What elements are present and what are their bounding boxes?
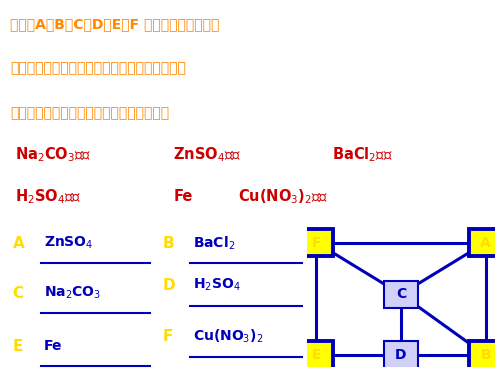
Text: Na$_2$CO$_3$溶液: Na$_2$CO$_3$溶液: [15, 146, 91, 164]
Text: Cu(NO$_3$)$_2$溶液: Cu(NO$_3$)$_2$溶液: [238, 187, 328, 206]
Text: 下图有A、B、C、D、E、F 六个编号，每个编号: 下图有A、B、C、D、E、F 六个编号，每个编号: [10, 17, 219, 32]
Text: F: F: [311, 236, 321, 250]
Text: E: E: [311, 348, 321, 362]
FancyBboxPatch shape: [299, 229, 333, 256]
Text: C: C: [12, 286, 24, 301]
Text: ZnSO$_4$: ZnSO$_4$: [44, 235, 93, 252]
Text: B: B: [480, 348, 491, 362]
Text: 两物质之间能发生化学反应，这六种物质是: 两物质之间能发生化学反应，这六种物质是: [10, 106, 169, 120]
Text: Cu(NO$_3$)$_2$: Cu(NO$_3$)$_2$: [194, 328, 263, 345]
Text: 代表下列物质中的一种，两物质之间的短线表示: 代表下列物质中的一种，两物质之间的短线表示: [10, 62, 186, 76]
Text: H$_2$SO$_4$: H$_2$SO$_4$: [194, 277, 241, 293]
Text: BaCl$_2$溶液: BaCl$_2$溶液: [332, 146, 393, 164]
Text: C: C: [396, 287, 406, 301]
FancyBboxPatch shape: [469, 229, 495, 256]
Text: H$_2$SO$_4$溶液: H$_2$SO$_4$溶液: [15, 187, 81, 206]
Text: F: F: [162, 329, 173, 344]
Text: Fe: Fe: [44, 339, 62, 353]
Text: E: E: [12, 339, 23, 354]
Text: D: D: [395, 348, 407, 362]
Text: B: B: [162, 236, 174, 251]
FancyBboxPatch shape: [469, 341, 495, 369]
Text: A: A: [12, 236, 24, 251]
Text: BaCl$_2$: BaCl$_2$: [194, 234, 236, 252]
Text: D: D: [162, 278, 175, 293]
FancyBboxPatch shape: [299, 341, 333, 369]
Text: Fe: Fe: [173, 189, 193, 204]
FancyBboxPatch shape: [384, 280, 418, 308]
Text: ZnSO$_4$溶液: ZnSO$_4$溶液: [173, 146, 241, 164]
FancyBboxPatch shape: [384, 341, 418, 369]
Text: Na$_2$CO$_3$: Na$_2$CO$_3$: [44, 285, 101, 301]
Text: A: A: [480, 236, 491, 250]
